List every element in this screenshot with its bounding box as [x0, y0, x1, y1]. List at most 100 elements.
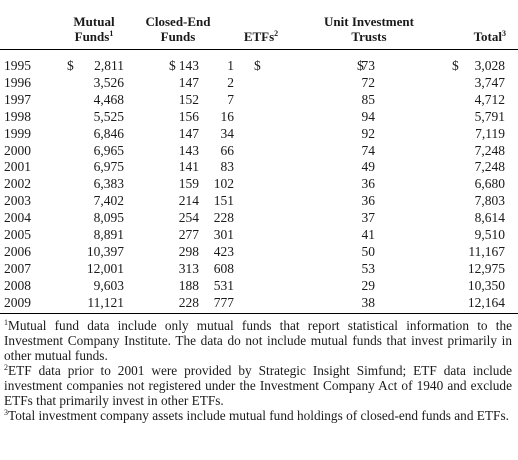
cell-total: 10,350: [467, 277, 505, 293]
footnote-2-marker: 2: [4, 363, 8, 372]
cell-total: 7,248: [474, 159, 505, 175]
cell-year: 1998: [4, 108, 31, 124]
cell-mutual: 5,525: [93, 108, 124, 124]
cell-mutual: 9,603: [93, 277, 124, 293]
cell-etf: 83: [220, 159, 235, 175]
cell-closed: 147: [178, 125, 199, 141]
cell-etf: 16: [220, 108, 235, 124]
cell-closed: 214: [178, 193, 199, 209]
cell-closed: 156: [178, 108, 199, 124]
cell-uit: 38: [361, 294, 376, 310]
table-row: 2009 11,121 228 777 38 12,164: [0, 295, 518, 311]
cell-closed: 141: [178, 159, 199, 175]
footnote-3-text: Total investment company assets include …: [8, 408, 509, 423]
cell-year: 2008: [4, 277, 31, 293]
footnote-2: 2ETF data prior to 2001 were provided by…: [4, 363, 512, 408]
header-rule: [0, 49, 518, 50]
table-row: 2000 6,965 143 66 74 7,248: [0, 143, 518, 159]
cell-year: 1995: [4, 58, 31, 73]
cell-etf: 531: [213, 277, 234, 293]
cell-total: 8,614: [474, 210, 505, 226]
header-uit-line1: Unit Investment: [324, 14, 414, 29]
cell-year: 2006: [4, 243, 31, 259]
table-row: 1997 4,468 152 7 85 4,712: [0, 92, 518, 108]
currency-symbol: $: [452, 58, 459, 73]
table-row: 2004 8,095 254 228 37 8,614: [0, 210, 518, 226]
cell-mutual: 3,526: [93, 74, 124, 90]
cell-uit: 92: [361, 125, 376, 141]
footnote-1: 1Mutual fund data include only mutual fu…: [4, 318, 512, 363]
cell-total: 7,803: [474, 193, 505, 209]
footnotes: 1Mutual fund data include only mutual fu…: [4, 318, 512, 423]
footnote-ref-3: 3: [502, 29, 506, 38]
table-row: 1995 $2,811 $143 $1 $73 $3,028: [0, 58, 518, 74]
table-row: 2002 6,383 159 102 36 6,680: [0, 176, 518, 192]
cell-total: 12,975: [467, 260, 505, 276]
table-row: 2003 7,402 214 151 36 7,803: [0, 193, 518, 209]
header-etfs: ETFs2: [236, 29, 286, 44]
cell-total: 12,164: [467, 294, 505, 310]
cell-closed: 159: [178, 176, 199, 192]
footnote-ref-1: 1: [109, 29, 114, 38]
cell-mutual: 12,001: [86, 260, 124, 276]
cell-etf: 102: [213, 176, 234, 192]
cell-total: 11,167: [468, 243, 505, 259]
cell-closed: 147: [178, 74, 199, 90]
cell-mutual: 6,383: [93, 176, 124, 192]
cell-mutual: 8,095: [93, 210, 124, 226]
footnote-ref-2: 2: [274, 29, 279, 38]
cell-etf: 151: [213, 193, 234, 209]
header-unit-investment-trusts: Unit Investment Trusts: [314, 14, 424, 44]
header-mutual-funds-line2: Funds1: [74, 29, 114, 44]
table-row: 2008 9,603 188 531 29 10,350: [0, 278, 518, 294]
cell-closed: 298: [178, 243, 199, 259]
cell-uit: 85: [361, 91, 376, 107]
cell-uit: 94: [361, 108, 376, 124]
cell-year: 2007: [4, 260, 31, 276]
header-closed-end-funds: Closed-End Funds: [138, 14, 218, 44]
cell-total: 3,747: [474, 74, 505, 90]
header-etfs-label: ETFs: [243, 29, 275, 44]
cell-year: 2009: [4, 294, 31, 310]
cell-uit: 29: [361, 277, 376, 293]
cell-closed: 143: [178, 142, 199, 158]
cell-closed: 152: [178, 91, 199, 107]
cell-etf: 228: [213, 210, 234, 226]
cell-mutual: 10,397: [86, 243, 124, 259]
cell-uit: 36: [361, 193, 376, 209]
cell-mutual: 7,402: [93, 193, 124, 209]
table-row: 2007 12,001 313 608 53 12,975: [0, 261, 518, 277]
cell-uit: 53: [361, 260, 376, 276]
cell-year: 2001: [4, 159, 31, 175]
table-row: 1998 5,525 156 16 94 5,791: [0, 109, 518, 125]
cell-year: 1997: [4, 91, 31, 107]
cell-mutual: 6,846: [93, 125, 124, 141]
cell-etf: 2: [227, 74, 234, 90]
cell-uit: 74: [361, 142, 376, 158]
cell-uit: 72: [361, 74, 376, 90]
footnote-1-text: Mutual fund data include only mutual fun…: [4, 318, 512, 363]
cell-uit: 49: [361, 159, 376, 175]
cell-etf: 301: [213, 227, 234, 242]
footnote-2-text: ETF data prior to 2001 were provided by …: [4, 363, 512, 408]
cell-etf: 7: [227, 91, 234, 107]
cell-year: 2003: [4, 193, 31, 209]
header-closed-end-line2: Funds: [160, 29, 196, 44]
cell-total: 6,680: [474, 176, 505, 192]
currency-symbol: $: [254, 58, 261, 73]
cell-etf: 1: [227, 58, 234, 73]
footnote-3: 3Total investment company assets include…: [4, 408, 512, 423]
cell-mutual: 8,891: [93, 227, 124, 242]
cell-uit: 73: [361, 58, 376, 73]
cell-mutual: 2,811: [94, 58, 124, 73]
currency-symbol: $: [357, 58, 364, 73]
cell-mutual: 11,121: [87, 294, 124, 310]
header-mutual-funds-line1: Mutual: [73, 14, 115, 29]
footnote-3-marker: 3: [4, 408, 8, 417]
table-header: Mutual Funds1 Closed-End Funds ETFs2 Uni…: [0, 0, 518, 50]
cell-etf: 66: [220, 142, 235, 158]
cell-closed: 143: [178, 58, 199, 73]
cell-total: 5,791: [474, 108, 505, 124]
cell-uit: 37: [361, 210, 376, 226]
table-row: 2001 6,975 141 83 49 7,248: [0, 159, 518, 175]
